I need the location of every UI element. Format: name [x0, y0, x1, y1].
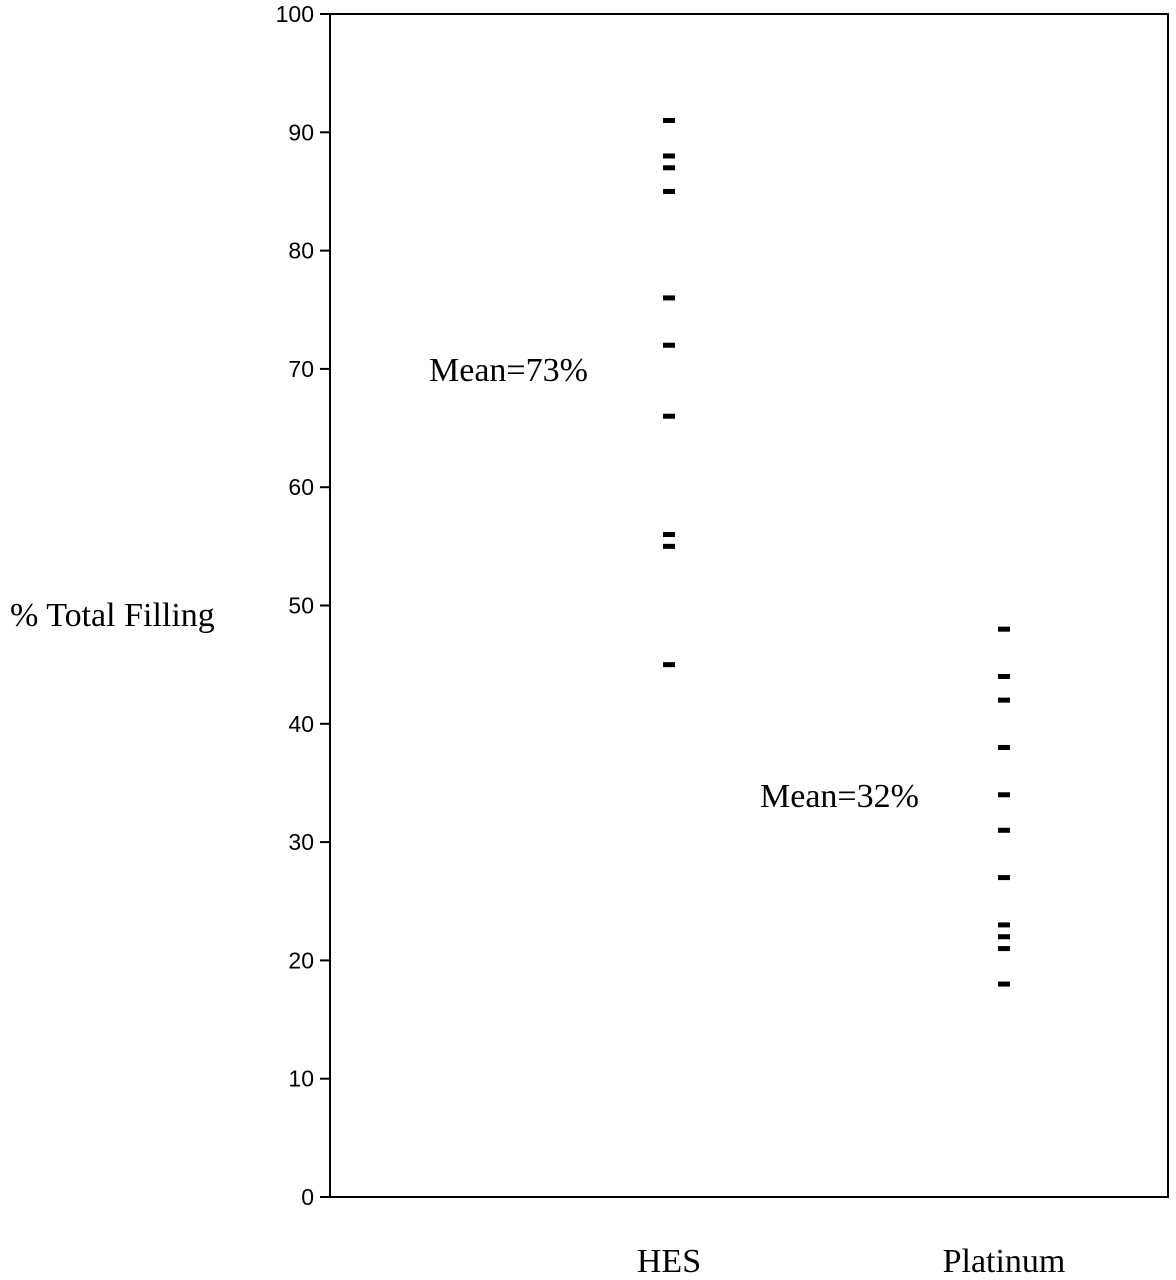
- data-point: [663, 543, 675, 549]
- y-tick-label: 30: [288, 829, 314, 855]
- data-point: [998, 875, 1010, 881]
- data-point: [998, 673, 1010, 679]
- data-point: [663, 117, 675, 123]
- y-tick-label: 60: [288, 474, 314, 500]
- y-axis-label: % Total Filling: [10, 597, 215, 634]
- data-point: [998, 922, 1010, 928]
- category-label: Platinum: [943, 1243, 1066, 1280]
- data-point: [663, 153, 675, 159]
- data-point: [663, 662, 675, 668]
- plot-frame: [329, 13, 1169, 1198]
- y-tick-label: 0: [301, 1184, 314, 1210]
- category-labels: HES Platinum: [637, 1243, 1066, 1280]
- data-point: [998, 946, 1010, 952]
- data-points: [663, 117, 1010, 987]
- data-point: [663, 295, 675, 301]
- data-point: [663, 342, 675, 348]
- y-tick-label: 90: [288, 119, 314, 145]
- y-axis-ticks: 0 10 20 30 40 50 60 70 80 90 100: [276, 1, 330, 1210]
- data-point: [663, 165, 675, 171]
- y-tick-label: 100: [276, 1, 314, 27]
- data-point: [663, 532, 675, 538]
- y-tick-label: 70: [288, 356, 314, 382]
- data-point: [663, 413, 675, 419]
- mean-annotation: Mean=32%: [760, 778, 919, 815]
- y-tick-label: 80: [288, 238, 314, 264]
- y-tick-label: 40: [288, 711, 314, 737]
- data-point: [998, 626, 1010, 632]
- data-point: [998, 792, 1010, 798]
- data-point: [998, 934, 1010, 940]
- data-point: [663, 188, 675, 194]
- data-point: [998, 744, 1010, 750]
- data-point: [998, 981, 1010, 987]
- data-point: [998, 697, 1010, 703]
- mean-annotation: Mean=73%: [429, 352, 588, 389]
- data-point: [998, 827, 1010, 833]
- y-tick-label: 50: [288, 593, 314, 619]
- category-label: HES: [637, 1243, 701, 1280]
- annotations: Mean=73% Mean=32%: [429, 352, 919, 815]
- y-tick-label: 20: [288, 947, 314, 973]
- y-tick-label: 10: [288, 1066, 314, 1092]
